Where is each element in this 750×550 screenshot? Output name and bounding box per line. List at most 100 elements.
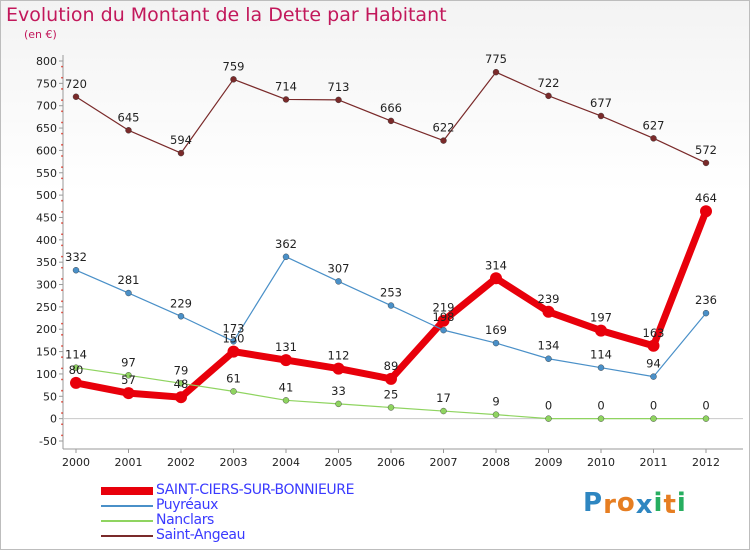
y-tick-label: 400: [36, 234, 57, 247]
data-point: [440, 407, 447, 415]
data-label: 759: [223, 59, 245, 73]
data-point: [440, 137, 447, 144]
data-point: [282, 397, 290, 404]
y-tick-label: 350: [36, 256, 57, 269]
y-minor-dot: [61, 121, 63, 124]
data-point: [387, 302, 395, 309]
data-point: [650, 373, 657, 380]
data-point: [335, 96, 342, 104]
data-label: 94: [646, 357, 661, 371]
data-label: 666: [380, 101, 402, 115]
x-tick-label: 2000: [62, 456, 90, 469]
data-point: [125, 289, 132, 297]
data-point: [282, 96, 290, 103]
data-label: 25: [384, 387, 399, 401]
y-minor-dot: [61, 132, 63, 135]
y-minor-dot: [61, 244, 63, 247]
data-point: [177, 313, 185, 320]
data-label: 713: [328, 80, 350, 94]
data-label: 169: [485, 323, 507, 337]
data-label: 362: [275, 237, 297, 251]
data-label: 775: [485, 52, 507, 66]
data-label: 114: [65, 348, 87, 362]
data-label: 332: [65, 250, 87, 264]
data-point: [72, 93, 80, 100]
y-minor-dot: [61, 322, 63, 325]
data-label: 131: [275, 340, 297, 354]
data-label: 714: [275, 79, 297, 93]
data-label: 163: [643, 326, 665, 340]
x-tick-label: 2002: [167, 456, 195, 469]
data-label: 48: [174, 377, 189, 391]
data-point: [230, 76, 237, 83]
legend-label: Saint-Angeau: [156, 527, 246, 543]
x-tick-label: 2001: [115, 456, 143, 469]
y-minor-dot: [61, 300, 63, 303]
data-point: [332, 362, 345, 375]
y-tick-label: -50: [39, 435, 57, 448]
logo-letter: P: [583, 488, 604, 518]
legend-swatch: [101, 487, 153, 495]
data-point: [437, 314, 450, 327]
y-tick-label: 750: [36, 77, 57, 90]
y-minor-dot: [61, 255, 63, 258]
data-point: [177, 149, 185, 157]
data-label: 219: [433, 301, 455, 315]
data-label: 17: [436, 391, 451, 405]
data-point: [597, 364, 605, 371]
y-minor-dot: [61, 177, 63, 180]
y-minor-dot: [61, 155, 63, 157]
data-label: 89: [384, 359, 399, 373]
data-point: [387, 117, 395, 125]
y-tick-label: 200: [36, 323, 57, 336]
logo-letter: x: [635, 490, 654, 520]
data-label: 464: [695, 191, 717, 205]
data-label: 150: [223, 332, 245, 346]
data-label: 314: [485, 258, 507, 272]
logo-letter: i: [653, 488, 664, 518]
legend-swatch: [101, 535, 153, 537]
data-label: 572: [695, 143, 717, 157]
data-point: [545, 355, 552, 362]
x-tick-label: 2003: [220, 456, 248, 469]
y-minor-dot: [61, 76, 63, 79]
legend-label: Puyréaux: [156, 497, 218, 513]
data-point: [280, 354, 292, 367]
data-point: [177, 380, 185, 387]
y-tick-label: 300: [36, 279, 57, 292]
x-tick-label: 2006: [377, 456, 405, 469]
data-point: [545, 92, 552, 100]
chart-subtitle: (en €): [24, 28, 57, 41]
data-label: 0: [702, 399, 709, 413]
legend-swatch: [101, 505, 153, 507]
y-minor-dot: [61, 110, 63, 113]
data-point: [72, 267, 80, 274]
chart-title: Evolution du Montant de la Dette par Hab…: [6, 4, 447, 26]
data-label: 307: [328, 261, 350, 275]
data-point: [125, 127, 132, 134]
data-label: 594: [170, 133, 192, 147]
y-minor-dot: [61, 378, 63, 381]
data-point: [125, 372, 132, 379]
y-minor-dot: [61, 400, 63, 403]
data-point: [702, 159, 710, 167]
y-tick-label: 650: [36, 122, 57, 135]
data-point: [650, 135, 657, 142]
data-label: 112: [328, 349, 350, 363]
data-point: [700, 205, 712, 218]
y-tick-label: 250: [36, 301, 57, 314]
data-label: 114: [590, 348, 612, 362]
y-minor-dot: [61, 222, 63, 224]
x-tick-label: 2004: [272, 456, 300, 469]
data-label: 80: [69, 363, 84, 377]
y-minor-dot: [61, 199, 63, 202]
data-point: [70, 376, 82, 389]
y-minor-dot: [61, 278, 63, 280]
data-point: [227, 345, 240, 358]
y-minor-dot: [61, 356, 63, 359]
y-tick-label: 50: [43, 390, 57, 403]
data-label: 239: [538, 292, 560, 306]
data-point: [647, 339, 660, 352]
y-minor-dot: [61, 65, 63, 68]
data-point: [385, 372, 397, 385]
